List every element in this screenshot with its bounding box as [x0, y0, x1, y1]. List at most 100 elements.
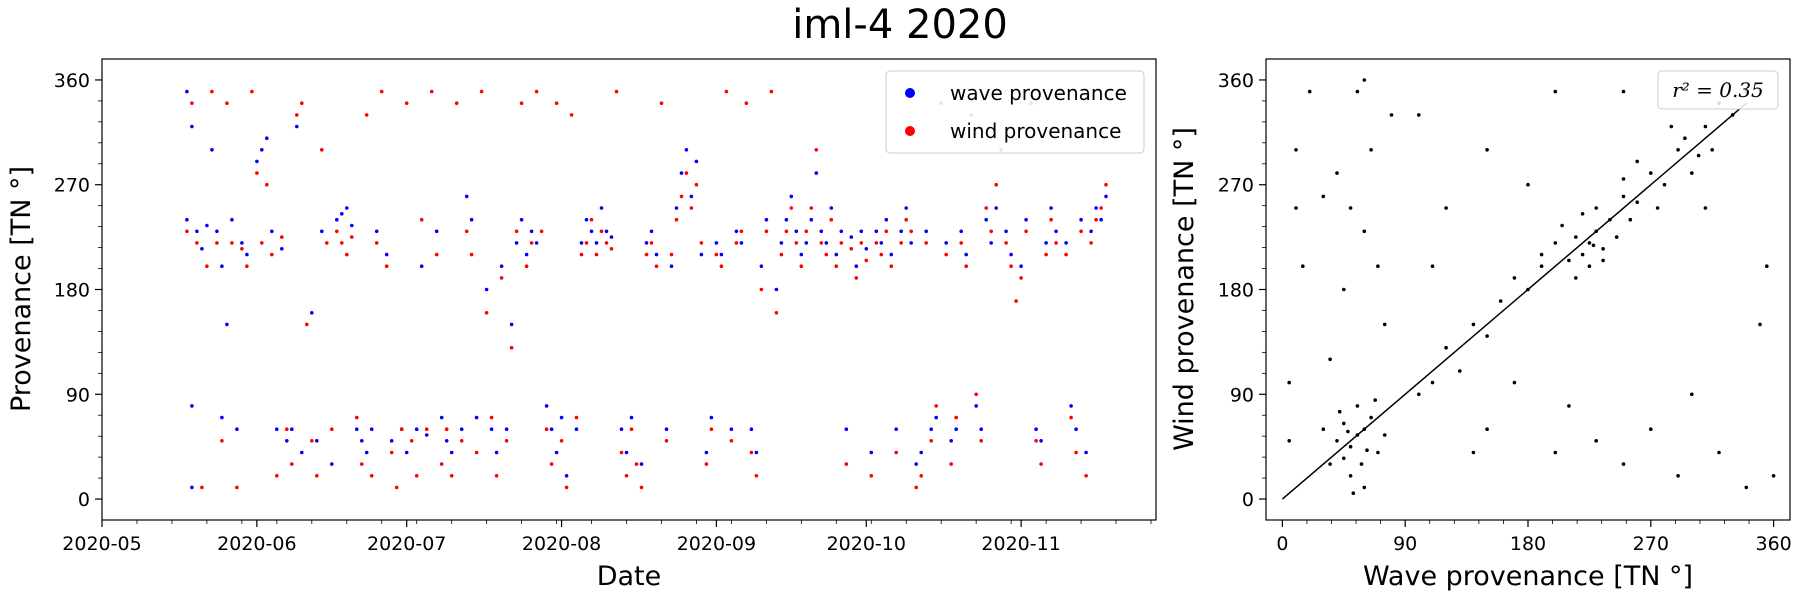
point-wave-101	[749, 427, 754, 432]
x-tick-label: 2020-06	[217, 533, 296, 555]
point-correlation-80	[1649, 427, 1653, 432]
point-wind-73	[549, 462, 554, 466]
point-correlation-23	[1574, 235, 1578, 239]
x-tick-label: 2020-10	[827, 533, 906, 555]
point-wave-135	[924, 229, 928, 234]
point-wave-129	[894, 427, 898, 432]
point-wave-151	[1024, 217, 1028, 222]
point-wave-13	[230, 217, 234, 222]
point-wind-95	[659, 101, 664, 105]
point-wind-34	[355, 415, 359, 420]
point-wind-104	[704, 462, 709, 466]
point-wave-87	[669, 264, 674, 269]
point-wave-122	[859, 229, 864, 234]
point-wave-152	[1034, 427, 1038, 432]
point-wave-90	[684, 148, 689, 152]
point-wind-148	[924, 241, 928, 245]
legend: wave provenance wind provenance	[885, 70, 1145, 154]
point-wave-21	[275, 427, 279, 432]
time-series-points	[185, 89, 1108, 490]
point-wave-94	[704, 450, 709, 455]
point-correlation-28	[1553, 241, 1558, 245]
point-wave-9	[215, 229, 219, 234]
time-series-x-axis-label: Date	[597, 561, 662, 592]
point-wave-15	[240, 241, 244, 245]
point-wind-181	[1089, 241, 1093, 245]
point-correlation-52	[1621, 177, 1626, 181]
point-correlation-93	[1301, 264, 1305, 269]
point-correlation-63	[1430, 380, 1435, 385]
point-correlation-99	[1553, 89, 1558, 94]
point-wave-132	[909, 241, 913, 245]
correlation-y-axis-label: Wind provenance [TN °]	[1169, 127, 1200, 451]
point-wave-1	[185, 89, 189, 94]
point-wind-50	[434, 252, 439, 257]
legend-marker-wave	[905, 88, 915, 98]
point-wind-115	[759, 287, 764, 292]
point-wind-25	[310, 439, 314, 443]
point-wind-80	[584, 241, 589, 245]
point-wind-35	[360, 462, 364, 466]
point-wind-74	[554, 101, 559, 105]
correlation-panel: 0 90 180 270 360 0 90 180 270 360 Wave provenanc…	[1169, 58, 1792, 592]
point-wave-141	[959, 229, 963, 234]
point-correlation-60	[1512, 276, 1517, 280]
point-correlation-83	[1744, 485, 1749, 490]
point-wind-52	[444, 427, 449, 432]
point-wind-164	[1004, 241, 1008, 245]
x-tick-label: 360	[1755, 533, 1791, 555]
point-wave-96	[714, 241, 719, 245]
point-correlation-10	[1362, 485, 1367, 490]
point-wind-26	[315, 474, 319, 478]
point-wave-98	[729, 427, 734, 432]
point-correlation-42	[1703, 124, 1708, 129]
point-wind-113	[749, 450, 754, 455]
point-wave-126	[879, 241, 884, 245]
x-tick-label: 90	[1393, 533, 1417, 555]
point-wind-107	[719, 264, 724, 269]
point-wave-149	[1009, 252, 1013, 257]
point-correlation-79	[1567, 404, 1571, 408]
point-wave-30	[330, 462, 334, 466]
point-correlation-96	[1417, 113, 1421, 117]
point-wave-50	[449, 450, 454, 455]
point-wave-124	[869, 450, 874, 455]
x-tick-label: 2020-07	[367, 533, 446, 555]
point-wind-62	[494, 474, 499, 478]
point-wave-72	[579, 241, 584, 245]
point-wind-28	[325, 241, 329, 245]
point-wind-146	[914, 485, 918, 490]
point-wave-128	[889, 252, 894, 257]
point-wave-4	[190, 485, 194, 490]
point-wave-62	[519, 217, 524, 222]
point-wind-141	[889, 264, 894, 269]
point-wind-177	[1069, 415, 1073, 420]
point-wave-23	[285, 439, 289, 443]
point-wave-52	[464, 194, 469, 199]
point-wave-28	[315, 439, 319, 443]
point-wind-144	[904, 217, 908, 222]
point-wave-61	[514, 241, 519, 245]
point-wind-22	[295, 113, 299, 117]
point-wind-68	[524, 264, 529, 269]
point-correlation-77	[1594, 439, 1598, 443]
point-wave-11	[220, 264, 224, 269]
point-correlation-105	[1430, 264, 1435, 269]
point-wave-119	[844, 427, 849, 432]
point-correlation-4	[1369, 415, 1373, 420]
correlation-points	[1287, 78, 1776, 496]
point-wave-25	[295, 124, 299, 129]
y-tick-label: 360	[1218, 70, 1254, 92]
point-wave-70	[564, 474, 569, 478]
point-wave-41	[389, 439, 394, 443]
point-wave-82	[639, 462, 644, 466]
point-wind-54	[454, 101, 459, 105]
x-tick-label: 180	[1510, 533, 1546, 555]
point-wind-140	[884, 229, 889, 234]
point-wind-55	[459, 439, 464, 443]
point-wind-161	[989, 229, 993, 234]
point-wind-103	[699, 241, 704, 245]
point-correlation-72	[1382, 322, 1387, 327]
point-wave-10	[220, 415, 224, 420]
point-correlation-37	[1539, 252, 1544, 257]
